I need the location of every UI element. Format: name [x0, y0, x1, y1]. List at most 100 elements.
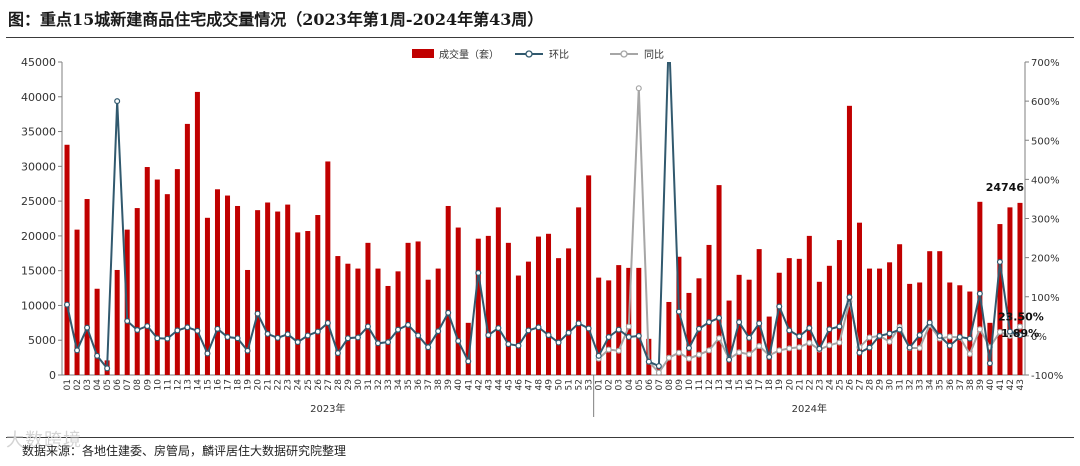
x-tick-label: 37 [424, 379, 434, 390]
x-tick-label: 20 [785, 379, 795, 391]
x-tick-label: 36 [946, 379, 956, 391]
y-right-tick-label: 100% [1031, 293, 1060, 304]
volume-bar [796, 258, 802, 375]
y-right-tick-label: 700% [1031, 58, 1060, 69]
x-tick-label: 17 [224, 379, 234, 390]
x-tick-label: 52 [575, 379, 585, 390]
hb-point [956, 334, 963, 341]
volume-bar [606, 280, 612, 375]
tb-point [966, 350, 973, 357]
x-tick-label: 10 [685, 379, 695, 391]
volume-bar [917, 282, 923, 375]
tb-point [996, 328, 1003, 335]
hb-point [495, 325, 502, 332]
hb-point [84, 324, 91, 331]
tb-point [796, 344, 803, 351]
tb-point [786, 345, 793, 352]
tb-point [836, 339, 843, 346]
x-tick-label: 43 [1016, 379, 1026, 390]
tb-point [615, 347, 622, 354]
volume-bar [475, 238, 481, 375]
hb-point [605, 334, 612, 341]
volume-bar [786, 258, 792, 375]
y-right-tick-label: 200% [1031, 254, 1060, 265]
volume-bar [375, 268, 381, 375]
hb-point [74, 347, 81, 354]
hb-point [425, 344, 432, 351]
x-tick-label: 19 [775, 379, 785, 391]
volume-bar [455, 227, 461, 375]
tb-point [675, 349, 682, 356]
tb-point [695, 351, 702, 358]
hb-point [374, 340, 381, 347]
x-tick-label: 32 [906, 379, 916, 390]
volume-bar [144, 167, 150, 375]
legend-swatch-volume [412, 49, 434, 58]
watermark-logo: 大数跨境 [6, 430, 82, 451]
hb-point [334, 350, 341, 357]
volume-bar [515, 275, 521, 375]
tb-point [706, 347, 713, 354]
volume-bar [636, 267, 642, 375]
hb-point [64, 301, 71, 308]
x-tick-label: 51 [565, 379, 575, 390]
hb-point [816, 345, 823, 352]
volume-bar [816, 281, 822, 375]
volume-bar [275, 211, 281, 375]
hb-point [244, 347, 251, 354]
volume-bars [64, 91, 1023, 376]
volume-bar [535, 236, 541, 375]
hb-point [104, 365, 111, 372]
volume-bar [957, 285, 963, 375]
x-tick-label: 46 [514, 379, 524, 391]
tb-point [1016, 323, 1023, 330]
x-tick-label: 31 [896, 379, 906, 390]
x-tick-label: 14 [193, 379, 203, 391]
x-tick-label: 08 [133, 379, 143, 391]
hb-point [505, 341, 512, 348]
x-tick-label: 16 [213, 379, 223, 391]
volume-bar [927, 251, 933, 375]
y-left-tick-label: 45000 [21, 56, 56, 69]
hb-point [485, 332, 492, 339]
hb-point [856, 349, 863, 356]
volume-bar [325, 161, 331, 375]
tb-point [736, 349, 743, 356]
legend-label: 环比 [549, 49, 569, 61]
volume-bar [1007, 207, 1013, 375]
volume-bar [586, 175, 592, 375]
ratio-lines [64, 62, 1023, 375]
volume-bar [856, 222, 862, 375]
y-right-tick-label: -100% [1031, 371, 1063, 382]
x-tick-label: 20 [254, 379, 264, 391]
x-tick-label: 39 [444, 379, 454, 391]
hb-point [966, 335, 973, 342]
volume-chart: 0 5000 10000 15000 20000 25000 30000 35000 40000… [21, 48, 1063, 417]
annotation-latest-yoy: 23.50% [998, 311, 1044, 324]
x-tick-label: 34 [926, 379, 936, 391]
hb-point [214, 325, 221, 332]
hb-point [314, 328, 321, 335]
volume-bar [245, 269, 251, 375]
hb-point [465, 358, 472, 365]
hb-point [776, 303, 783, 310]
volume-bar [154, 179, 160, 375]
x-tick-label: 18 [765, 379, 775, 391]
x-tick-label: 33 [384, 379, 394, 390]
legend-marker-tb [620, 50, 628, 58]
x-tick-label: 11 [163, 379, 173, 390]
y-right-tick-label: 500% [1031, 136, 1060, 147]
y-right-tick-label: 300% [1031, 215, 1060, 226]
y-left-tick-label: 0 [49, 369, 56, 382]
x-tick-label: 13 [183, 379, 193, 390]
hb-point [625, 334, 632, 341]
tb-point [976, 326, 983, 333]
tb-point [716, 335, 723, 342]
hb-point [174, 327, 181, 334]
x-tick-label: 10 [153, 379, 163, 391]
volume-bar [706, 244, 712, 375]
hb-point [254, 310, 261, 317]
x-tick-label: 28 [334, 379, 344, 391]
volume-bar [385, 285, 391, 375]
hb-point [264, 330, 271, 337]
